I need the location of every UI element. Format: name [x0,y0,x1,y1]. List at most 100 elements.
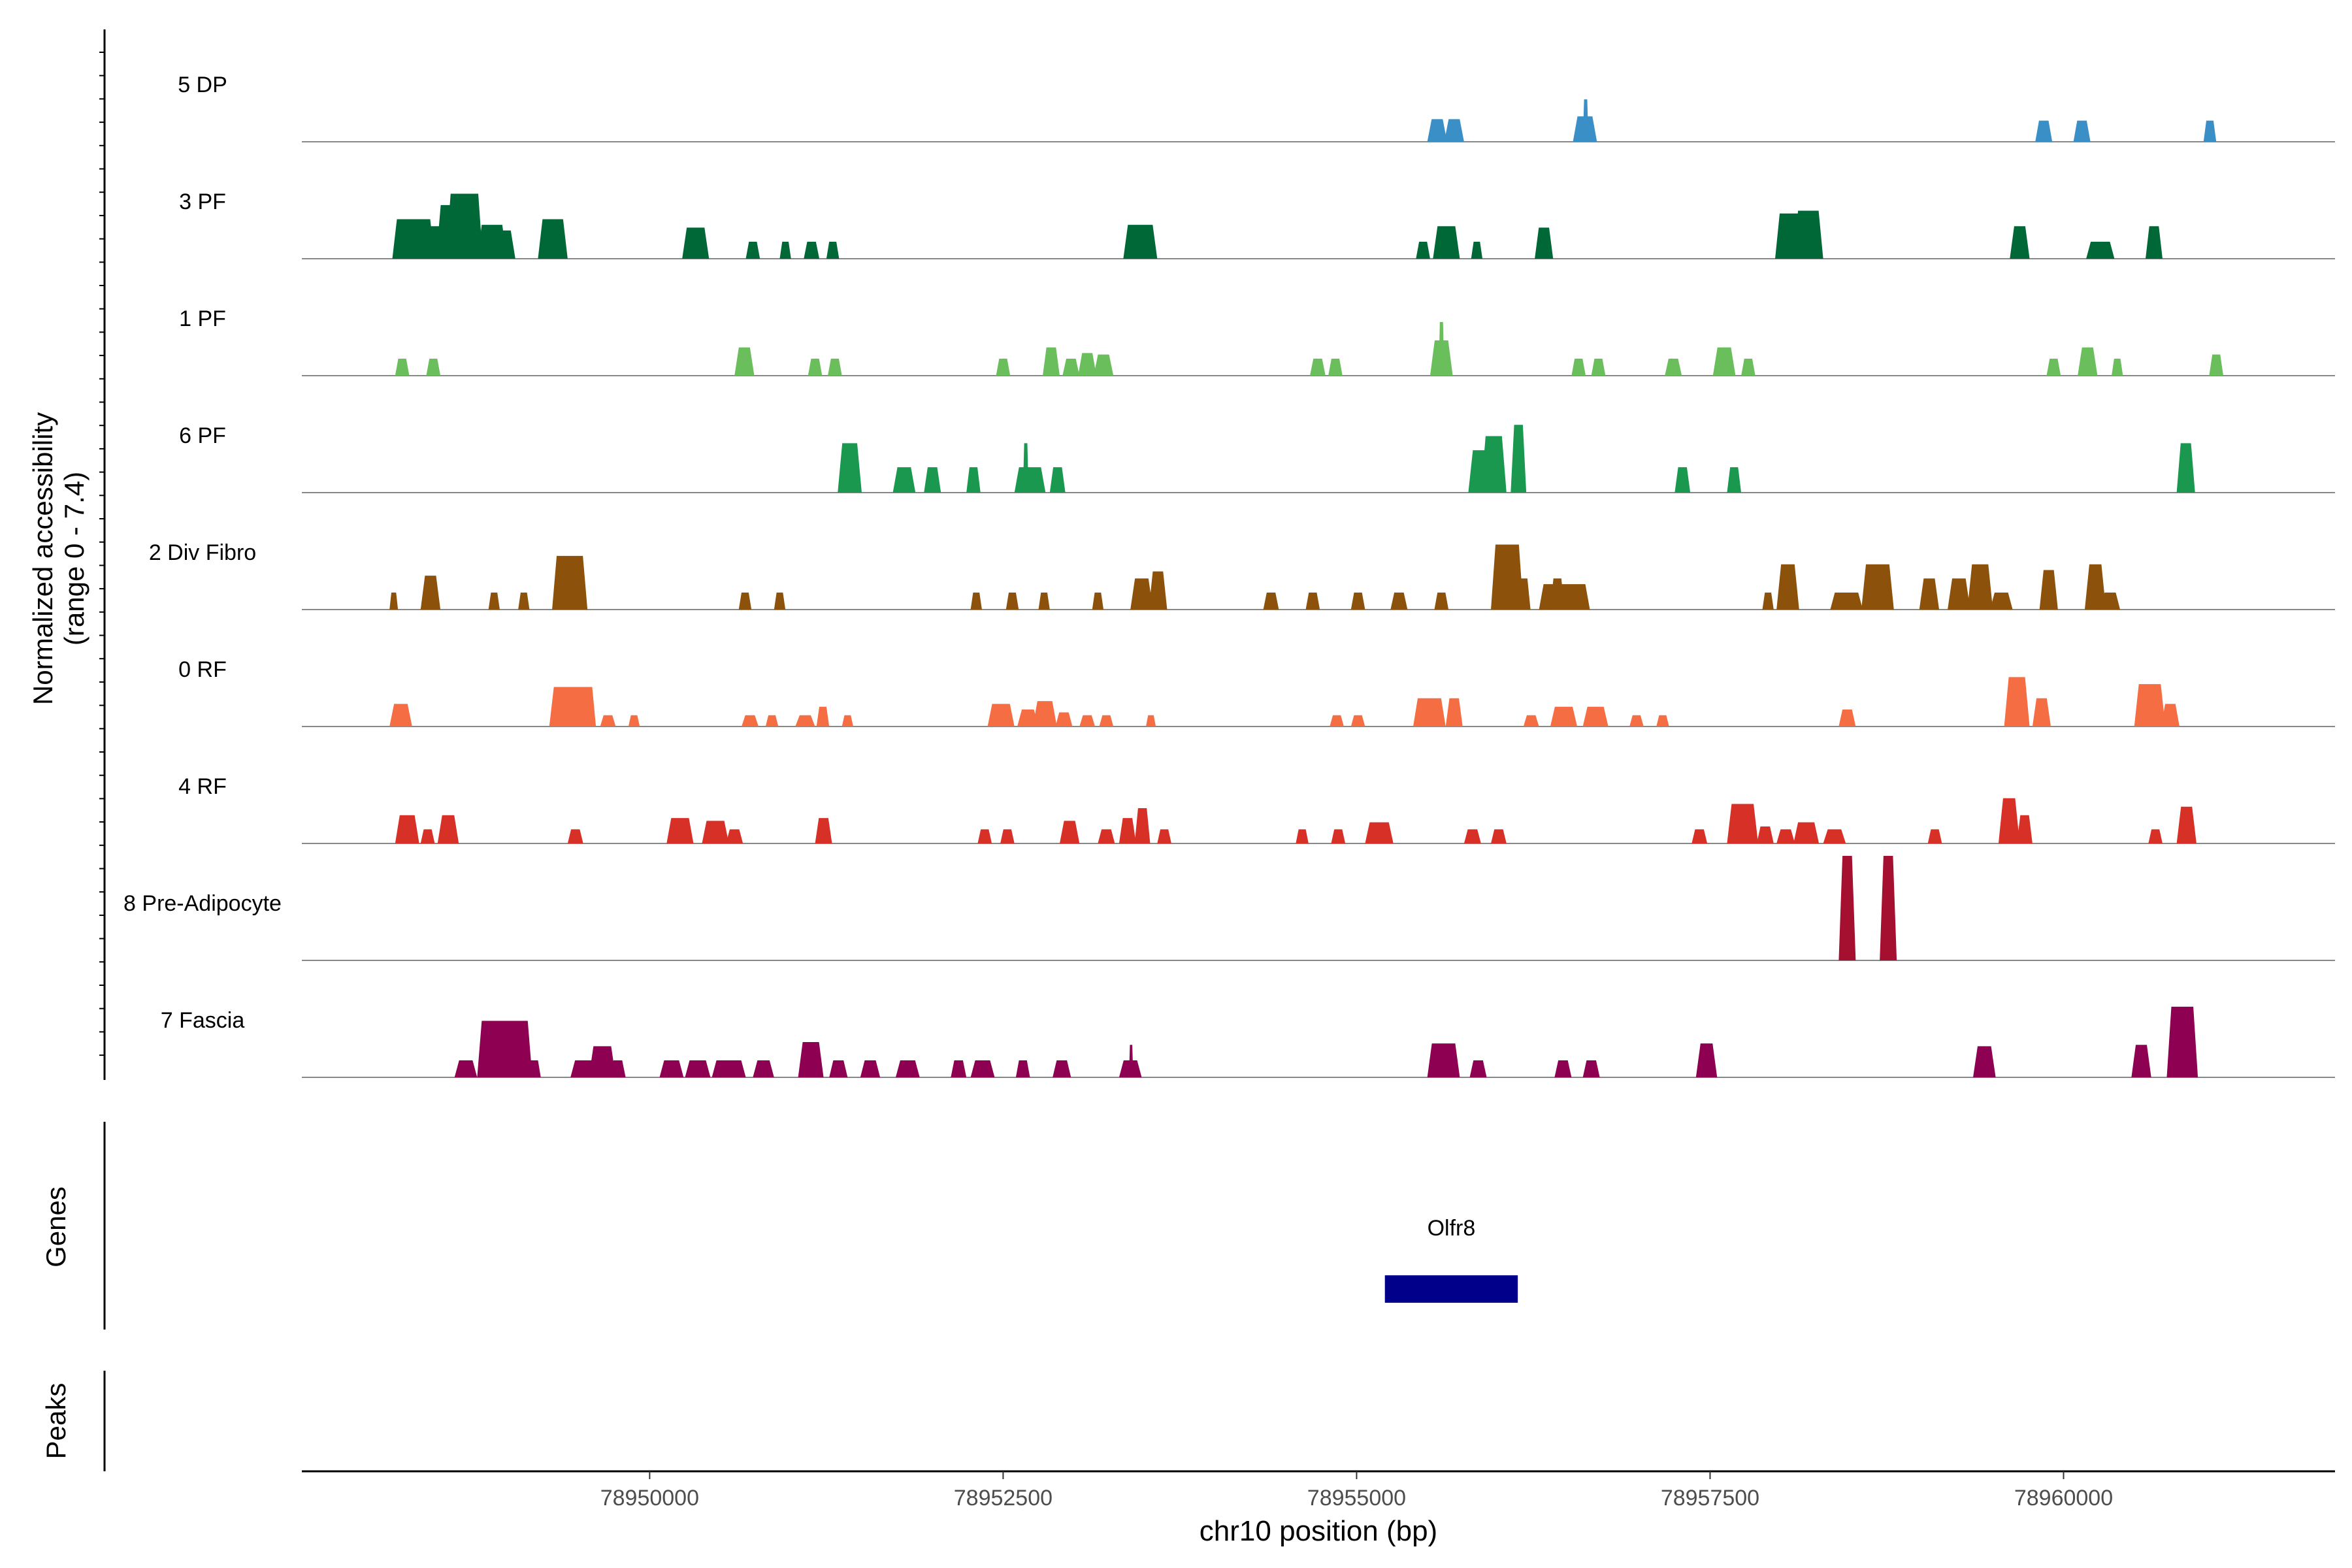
coverage-peak [1310,359,1326,376]
coverage-peak [1263,593,1279,610]
coverage-peak [1149,571,1168,610]
coverage-peak [420,576,441,610]
coverage-peak [798,1041,824,1077]
coverage-peak [1665,359,1682,376]
coverage-peak [1582,706,1609,727]
track-6-pf: 6 PF [179,423,2335,493]
track-2-div-fibro: 2 Div Fibro [149,540,2335,610]
coverage-peak [1015,1060,1030,1077]
coverage-peak [1539,584,1590,610]
coverage-peak [742,715,759,727]
coverage-peak [1695,1043,1718,1077]
coverage-peak [1948,578,1970,610]
coverage-peak [1049,467,1066,493]
coverage-peak [600,715,616,727]
coverage-peak [1416,242,1430,259]
coverage-peak [1098,829,1115,843]
coverage-peak [685,1060,711,1077]
coverage-peak [829,1060,848,1077]
coverage-peak [1093,354,1114,376]
coverage-peak [389,704,412,727]
track-label: 0 RF [178,657,227,682]
coverage-peak [454,1060,478,1077]
coverage-peak [1059,821,1080,843]
coverage-peak [1516,578,1531,610]
x-tick-label: 78952500 [954,1486,1053,1511]
coverage-peak [970,1060,995,1077]
coverage-peak [1793,210,1823,259]
coverage-peak [567,829,583,843]
coverage-peak [702,821,729,843]
y-axis-title-line2: (range 0 - 7.4) [59,472,90,645]
track-3-pf: 3 PF [179,189,2335,259]
coverage-peak [1129,1045,1134,1077]
coverage-peak [1042,347,1060,376]
coverage-peak [2131,1045,2151,1077]
peaks-panel: Peaks [41,1383,71,1460]
coverage-peak [1591,359,1606,376]
coverage-peak [779,242,791,259]
coverage-peak [2032,698,2051,727]
coverage-peak [2004,677,2030,727]
track-4-rf: 4 RF [178,774,2335,844]
coverage-peak [1712,347,1736,376]
peaks-axis-title: Peaks [41,1383,71,1460]
coverage-peak [987,704,1015,727]
coverage-peak [1756,826,1774,843]
coverage-peak [501,1021,532,1077]
coverage-peak [2086,242,2115,259]
coverage-peak [487,230,515,259]
coverage-peak [666,818,694,843]
coverage-peak [437,815,459,843]
coverage-peak [1727,467,1742,493]
track-7-fascia: 7 Fascia [161,1006,2335,1078]
track-label: 8 Pre-Adipocyte [123,891,282,916]
coverage-peak [2112,359,2123,376]
coverage-peak [682,227,710,259]
coverage-peak [1491,544,1524,610]
coverage-peak [1331,829,1346,843]
coverage-peak [1005,593,1019,610]
coverage-peak [1092,593,1104,610]
coverage-peak [2046,359,2061,376]
coverage-peak [1390,593,1408,610]
coverage-peak [1078,353,1097,376]
coverage-peak [966,467,981,493]
genes-panel: Genes Olfr8 [41,1186,1518,1303]
coverage-peak [1776,829,1795,843]
coverage-peak [753,1060,774,1077]
coverage-peak [1629,715,1644,727]
coverage-peak [1823,829,1846,843]
coverage-peak [2176,443,2195,493]
coverage-peak [2035,120,2053,142]
coverage-peak [1444,119,1464,142]
track-label: 6 PF [179,423,226,448]
coverage-peak [395,815,419,843]
coverage-peak [745,242,760,259]
gene-body [1384,1275,1518,1303]
coverage-peak [1762,593,1774,610]
coverage-peak [395,359,410,376]
coverage-peak [977,829,992,843]
x-tick-label: 78955000 [1307,1486,1406,1511]
coverage-peak [1328,359,1343,376]
gene-label: Olfr8 [1428,1216,1476,1241]
coverage-peak [2010,226,2030,259]
coverage-peak [1119,818,1136,843]
coverage-peak [1350,715,1365,727]
coverage-peak [1330,715,1344,727]
coverage-peak [1032,701,1057,727]
coverage-peak [1491,829,1507,843]
coverage-peak [2017,815,2033,843]
coverage-peak [1967,564,1993,610]
coverage-peak [1880,856,1897,960]
x-axis-title: chr10 position (bp) [1200,1515,1437,1547]
coverage-peak [1727,804,1759,843]
coverage-peak [795,715,815,727]
coverage-peak [1838,856,1856,960]
coverage-peak [1099,715,1114,727]
coverage-peak [826,242,840,259]
coverage-peak [2100,593,2121,610]
coverage-peak [828,359,842,376]
